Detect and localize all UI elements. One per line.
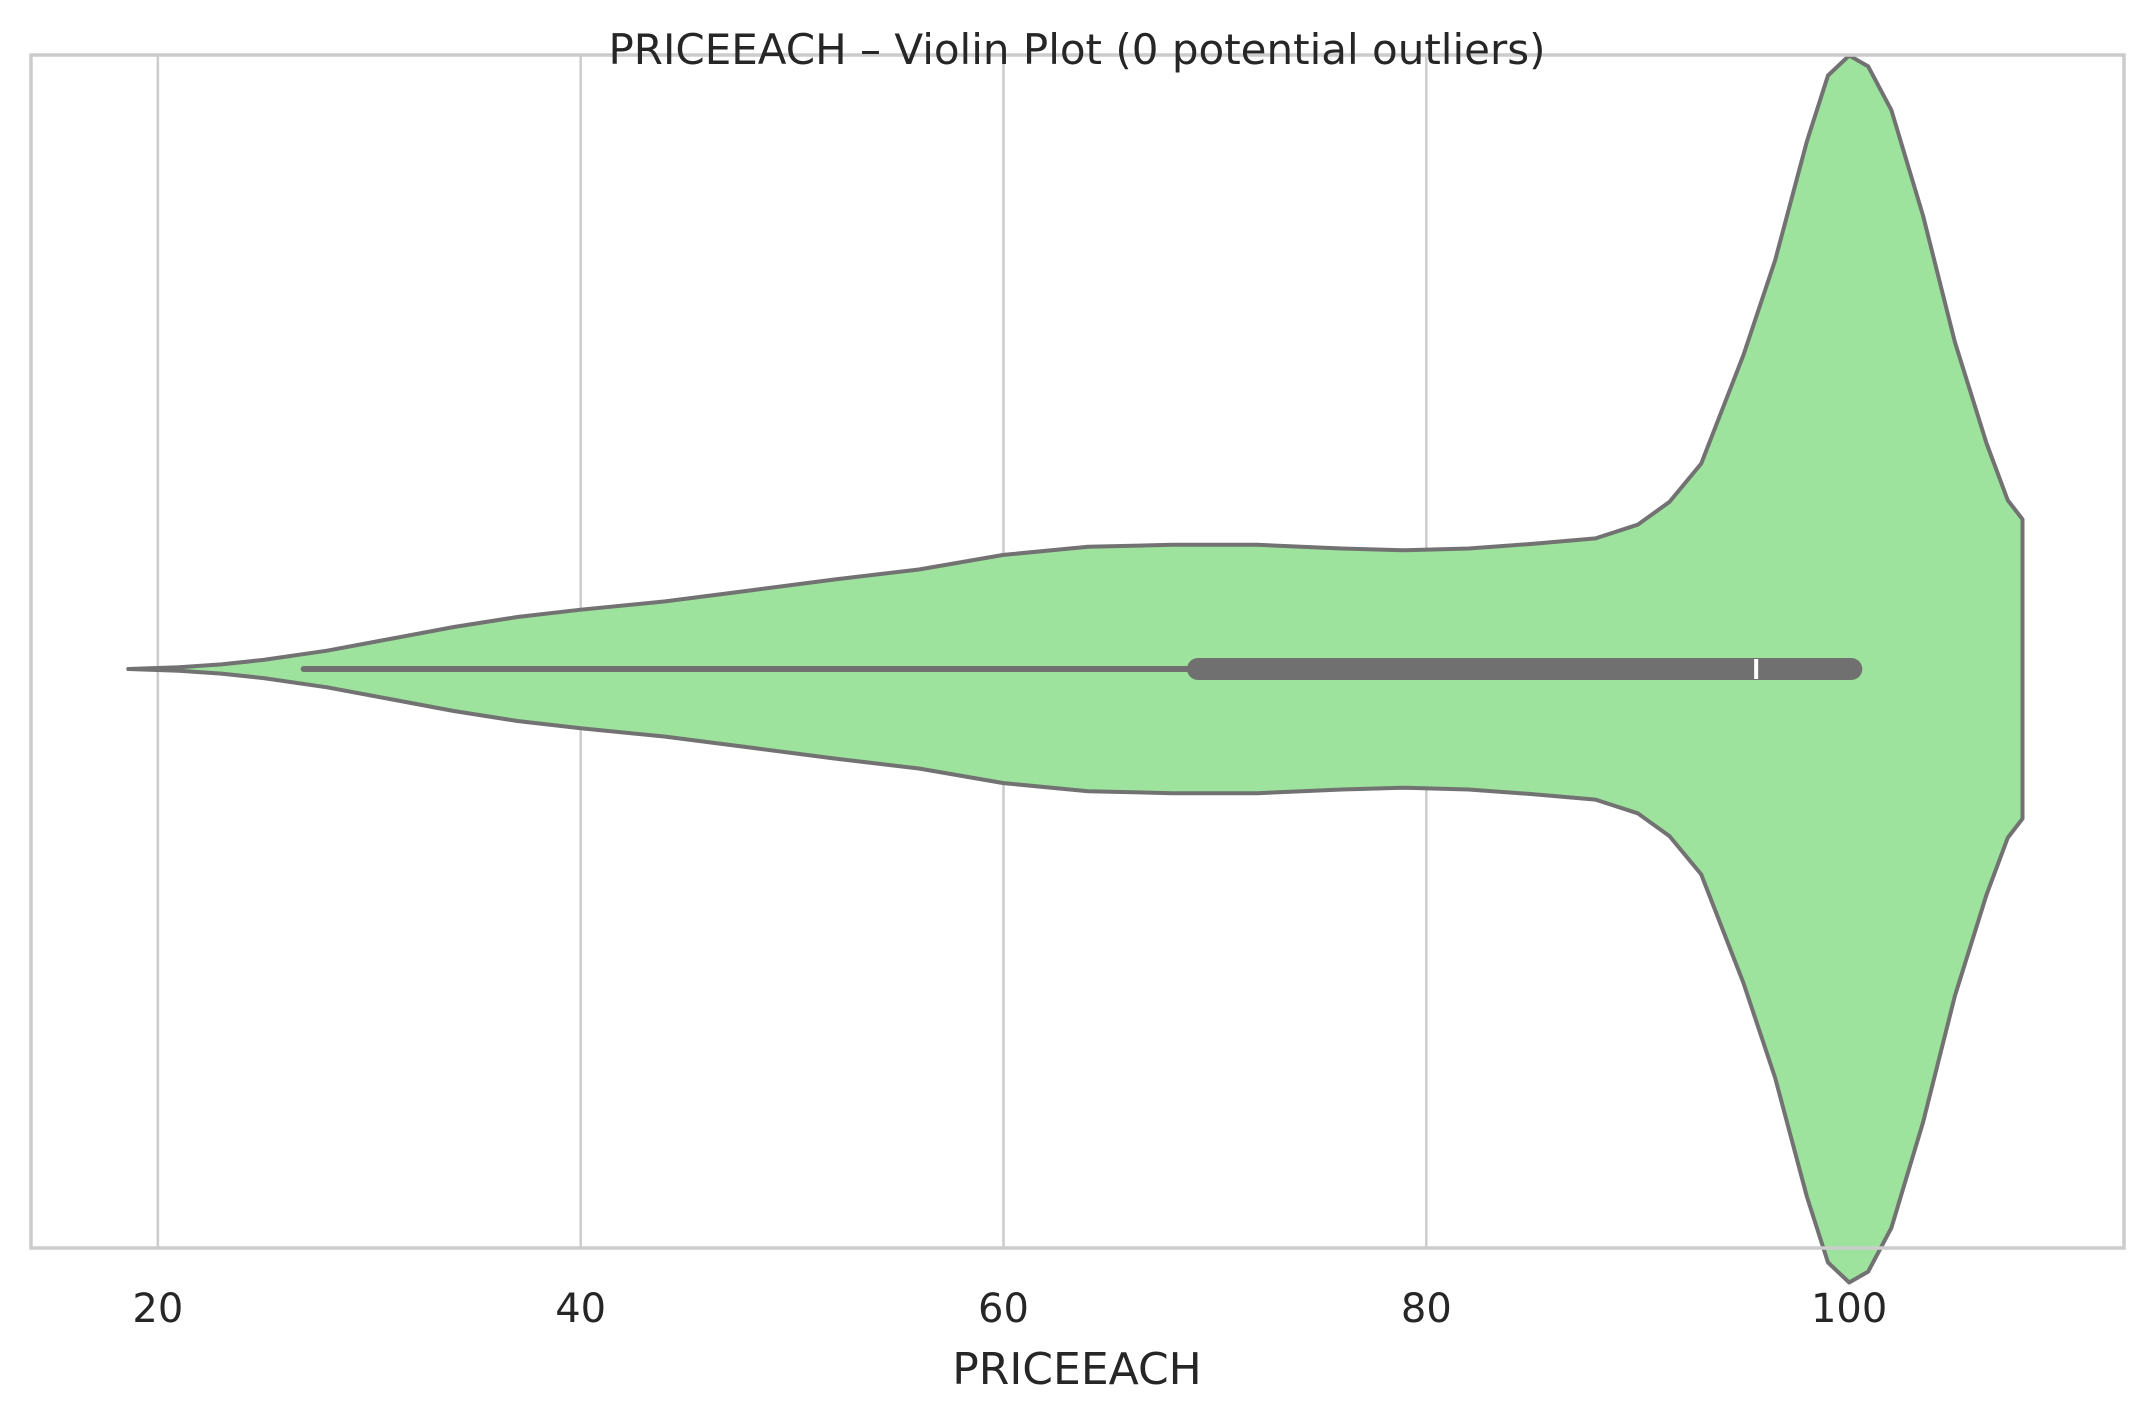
x-tick-label-20: 20: [132, 1286, 183, 1332]
plot-frame: [29, 53, 2126, 1250]
inner-box: [300, 658, 1863, 680]
x-tick-label-80: 80: [1401, 1286, 1452, 1332]
x-tick-label-100: 100: [1811, 1286, 1887, 1332]
x-tick-label-40: 40: [555, 1286, 606, 1332]
x-tick-label-60: 60: [978, 1286, 1029, 1332]
chart-title: PRICEEACH – Violin Plot (0 potential out…: [608, 25, 1545, 74]
x-axis-label: PRICEEACH: [952, 1344, 1202, 1395]
x-axis-ticks: 20 40 60 80 100: [132, 1286, 1887, 1332]
